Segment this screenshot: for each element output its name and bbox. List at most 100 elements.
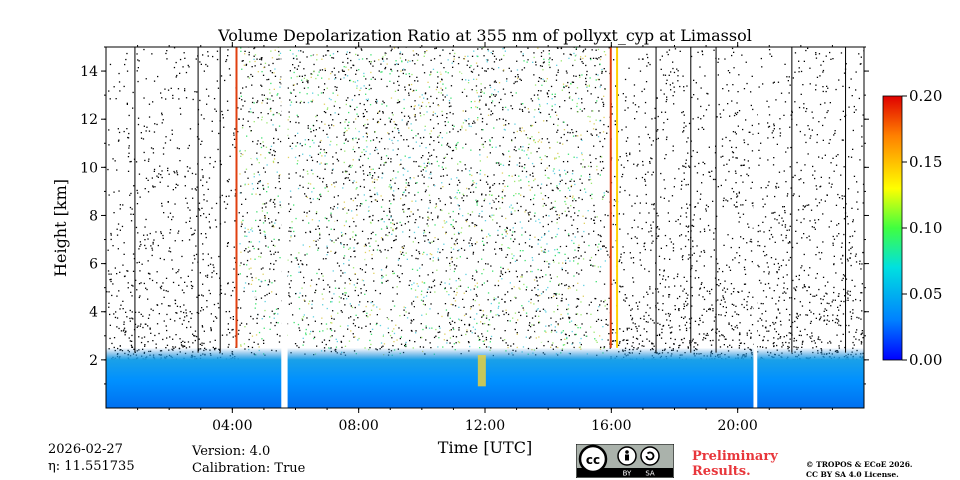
noise-dot [784, 101, 787, 103]
noise-dot [340, 65, 342, 68]
noise-dot [457, 250, 459, 252]
noise-dot [273, 268, 275, 271]
noise-dot [390, 179, 392, 182]
noise-dot [520, 130, 522, 133]
noise-dot [478, 101, 480, 103]
noise-dot [380, 206, 383, 208]
noise-dot [289, 99, 291, 101]
noise-dot [407, 145, 410, 147]
noise-dot [397, 171, 399, 173]
noise-dot [459, 208, 461, 210]
noise-dot [639, 334, 642, 336]
noise-dot [352, 342, 354, 344]
noise-dot [649, 286, 651, 288]
noise-dot [411, 60, 414, 62]
noise-dot [298, 296, 300, 298]
noise-dot [471, 244, 473, 247]
noise-dot [466, 232, 468, 234]
noise-dot [732, 339, 734, 341]
noise-dot [521, 170, 524, 172]
noise-dot [682, 342, 684, 344]
noise-dot [686, 297, 688, 299]
noise-dot [571, 124, 573, 126]
noise-dot [387, 157, 389, 160]
noise-dot [644, 173, 647, 175]
noise-dot [328, 339, 331, 342]
noise-dot [614, 282, 617, 284]
noise-dot [625, 126, 627, 128]
noise-dot [358, 138, 360, 140]
noise-dot [517, 209, 519, 212]
noise-dot [721, 145, 724, 147]
noise-dot [405, 311, 407, 313]
noise-dot [826, 111, 828, 114]
noise-dot [264, 220, 266, 222]
noise-dot [546, 93, 549, 95]
noise-dot [346, 120, 349, 122]
noise-dot [394, 127, 396, 129]
noise-dot [673, 277, 675, 280]
noise-dot [492, 252, 494, 254]
noise-dot [643, 88, 646, 90]
noise-dot [803, 253, 805, 256]
noise-dot [296, 68, 298, 70]
noise-dot [151, 249, 154, 251]
noise-dot [356, 113, 358, 115]
noise-dot [651, 342, 653, 344]
noise-dot [423, 58, 426, 60]
noise-dot [273, 317, 275, 319]
noise-dot [153, 170, 155, 172]
noise-dot [803, 218, 805, 220]
noise-dot [129, 206, 132, 209]
noise-dot [546, 184, 548, 186]
noise-dot [703, 333, 705, 335]
noise-dot [721, 334, 723, 336]
noise-dot [670, 89, 672, 91]
noise-dot [393, 121, 395, 123]
noise-dot [650, 318, 652, 320]
noise-dot [736, 313, 738, 315]
noise-dot [554, 309, 556, 311]
noise-dot [827, 342, 829, 344]
noise-dot [822, 86, 824, 88]
noise-dot [503, 128, 505, 131]
noise-dot [483, 92, 485, 94]
noise-dot [489, 235, 491, 237]
noise-dot [582, 166, 584, 168]
noise-dot [695, 270, 697, 272]
noise-dot [248, 338, 250, 341]
noise-dot [855, 71, 857, 73]
noise-dot [470, 306, 472, 308]
noise-dot [132, 91, 134, 94]
noise-dot [147, 298, 149, 300]
noise-dot [311, 219, 314, 221]
noise-dot [697, 128, 700, 130]
noise-dot [220, 163, 222, 166]
noise-dot [351, 164, 353, 167]
noise-dot [840, 258, 842, 260]
noise-dot [356, 243, 358, 245]
noise-dot [771, 297, 773, 299]
noise-dot [673, 71, 676, 74]
noise-dot [562, 161, 565, 163]
noise-dot [588, 179, 590, 181]
noise-dot [473, 50, 475, 52]
noise-dot [455, 221, 457, 223]
noise-dot [665, 342, 667, 344]
noise-dot [251, 84, 253, 86]
noise-dot [403, 115, 406, 117]
noise-dot [478, 304, 480, 306]
noise-dot [611, 322, 613, 325]
noise-dot [473, 78, 475, 80]
noise-dot [260, 252, 262, 254]
noise-dot [717, 271, 719, 273]
noise-dot [259, 181, 261, 183]
noise-dot [207, 51, 209, 53]
noise-dot [396, 275, 399, 277]
noise-dot [579, 178, 581, 180]
noise-dot [420, 164, 422, 167]
noise-dot [422, 328, 424, 331]
noise-dot [746, 242, 748, 244]
noise-dot [623, 252, 625, 254]
noise-dot [362, 116, 365, 118]
